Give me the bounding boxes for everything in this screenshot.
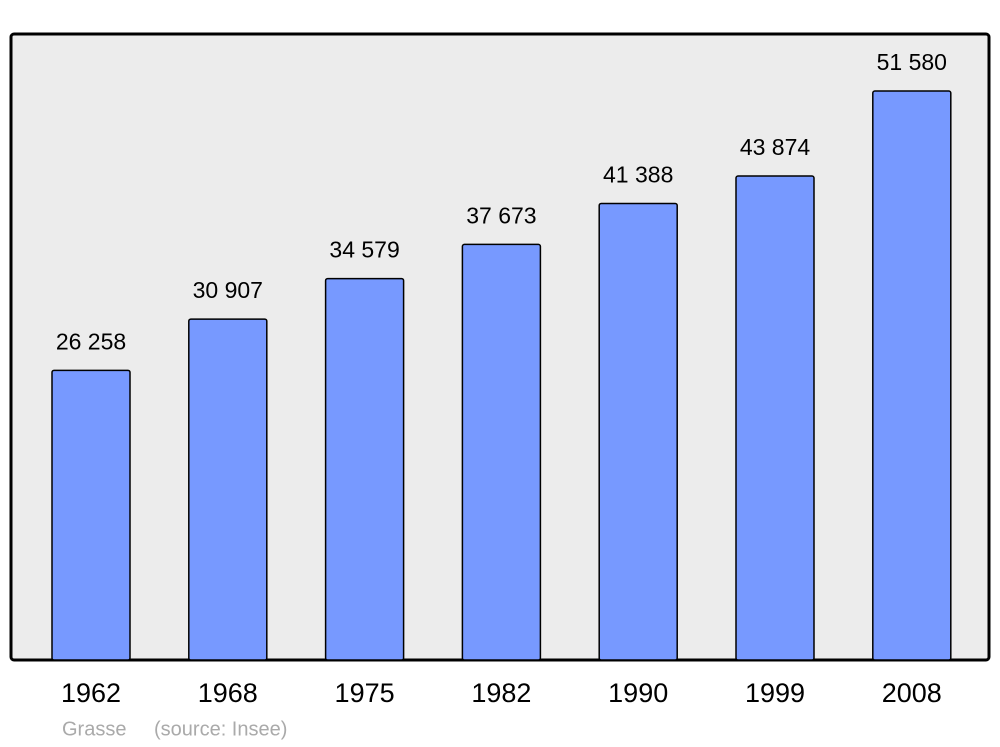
x-tick-label: 2008 — [882, 678, 942, 708]
bar — [51, 369, 131, 661]
value-label: 37 673 — [466, 203, 536, 229]
bar — [735, 175, 815, 661]
value-label: 43 874 — [740, 134, 811, 160]
x-tick-label: 1990 — [608, 678, 668, 708]
x-tick-label: 1968 — [198, 678, 258, 708]
x-tick-label: 1982 — [471, 678, 531, 708]
x-tick-label: 1962 — [61, 678, 121, 708]
bar — [598, 202, 678, 661]
bar — [461, 243, 542, 661]
value-label: 34 579 — [329, 237, 399, 263]
bar — [872, 90, 952, 661]
x-tick-label: 1999 — [745, 678, 805, 708]
value-label: 26 258 — [56, 328, 126, 354]
bar — [324, 277, 405, 661]
source: (source: Insee) — [154, 718, 287, 740]
x-tick-label: 1975 — [335, 678, 395, 708]
location: Grasse — [62, 718, 126, 740]
value-label: 51 580 — [877, 49, 947, 75]
value-label: 41 388 — [603, 162, 673, 188]
value-label: 30 907 — [193, 277, 263, 303]
bar — [188, 318, 268, 661]
